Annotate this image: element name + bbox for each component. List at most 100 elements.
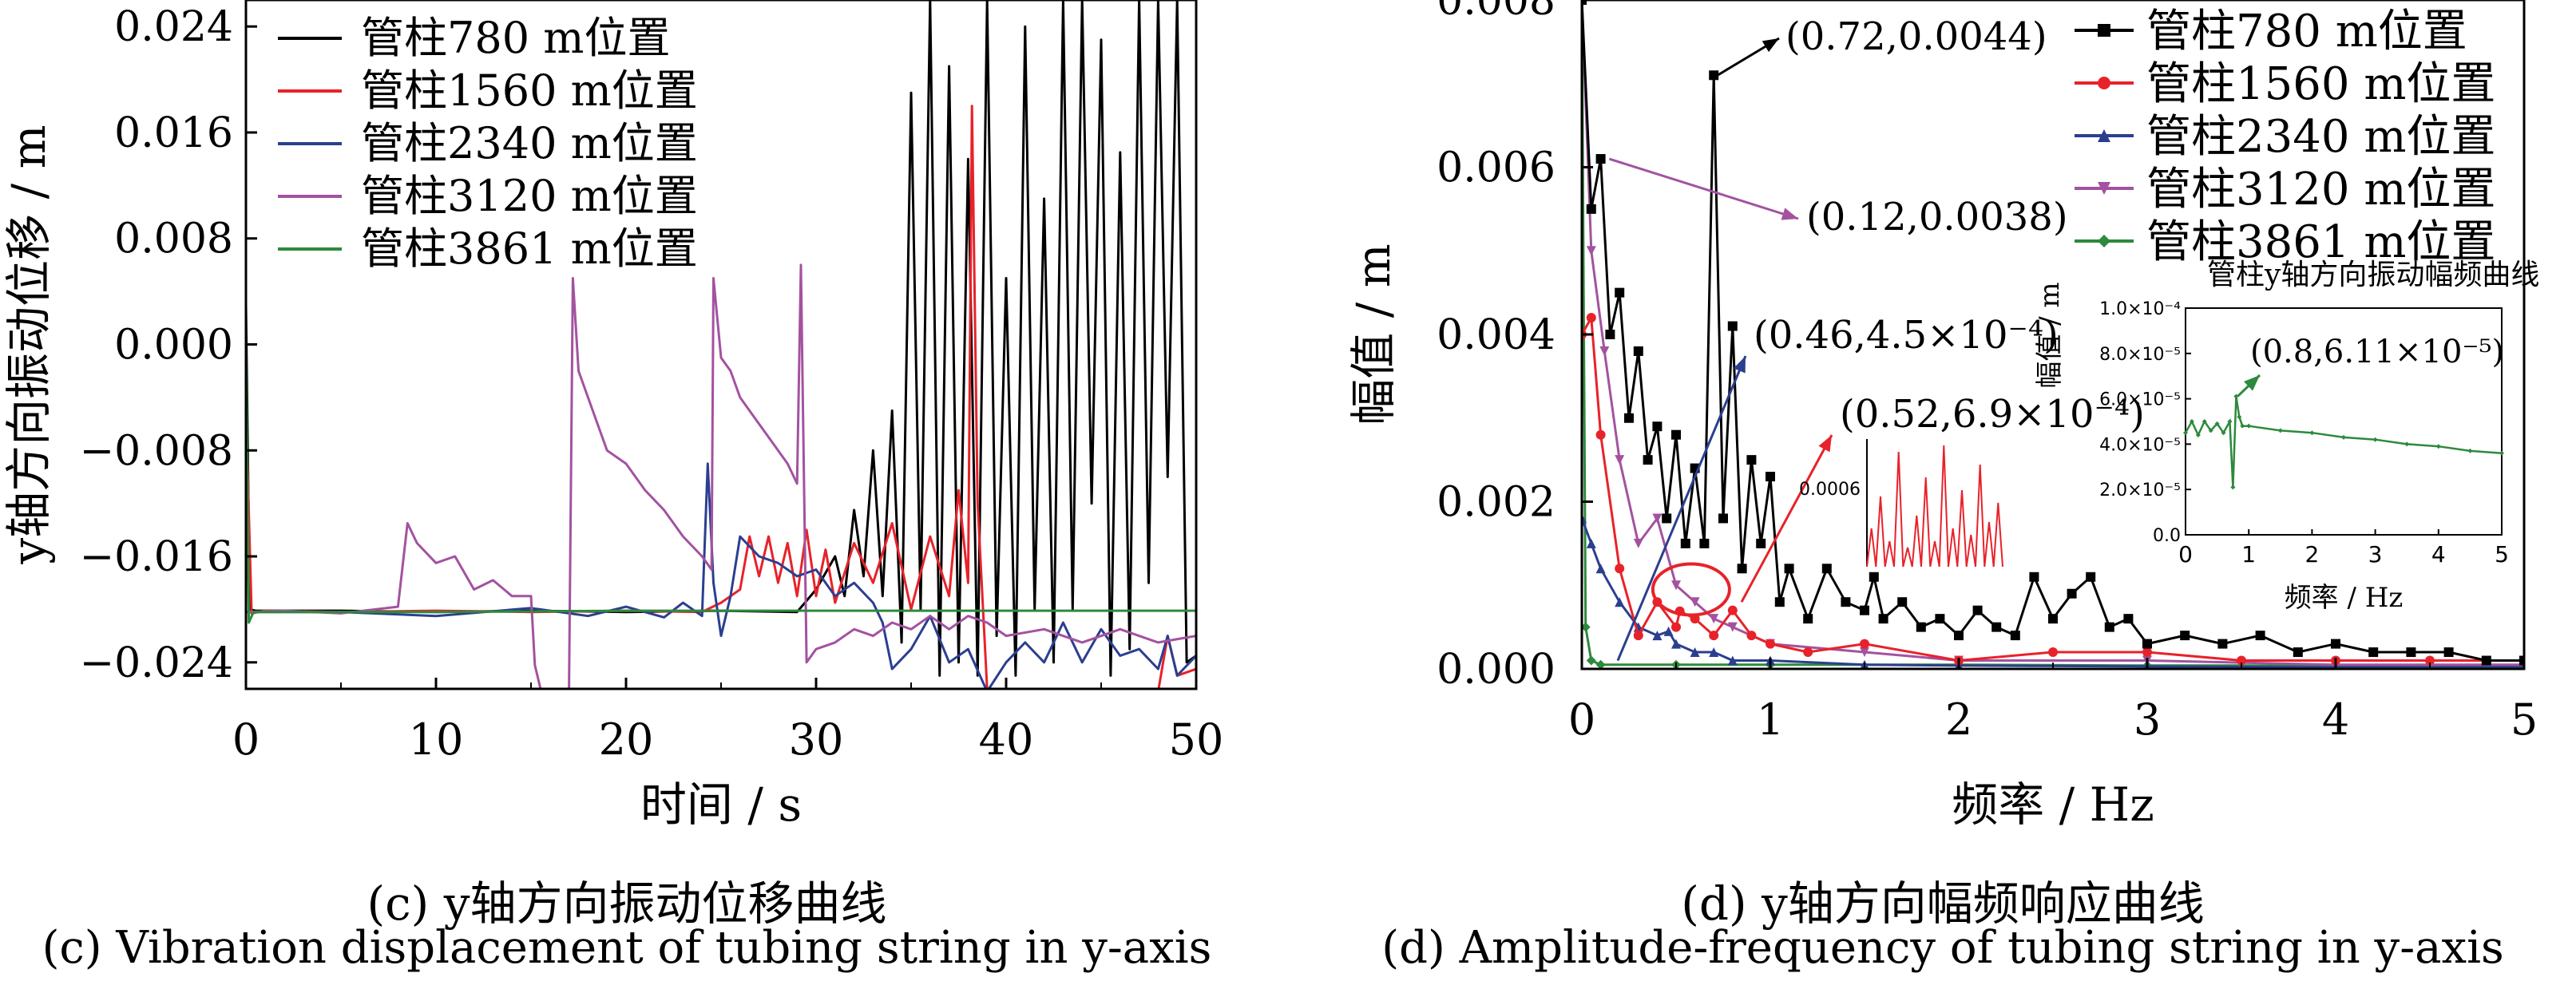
y-tick-label-d: 0.008 bbox=[1437, 0, 1556, 25]
inset-series-point bbox=[2372, 437, 2378, 442]
series-point-3 bbox=[1860, 647, 1869, 658]
inset-series-point bbox=[2341, 434, 2346, 440]
series-point-0 bbox=[2406, 647, 2416, 658]
series-point-0 bbox=[2443, 647, 2454, 658]
inset-chart: 0 1 2 3 4 5 0.0 2.0×10⁻⁵ 4.0×10⁻⁵ 6.0×10⁻⁵ 8.0×10⁻… bbox=[2034, 259, 2539, 614]
series-point-2 bbox=[1690, 647, 1700, 658]
series-point-0 bbox=[2029, 572, 2039, 582]
x-axis-label-d: 频率 / Hz bbox=[1952, 777, 2154, 832]
series-point-0 bbox=[1727, 321, 1738, 331]
series-point-0 bbox=[1774, 597, 1785, 607]
zoom-inset-tick-label: 0.0006 bbox=[1799, 480, 1861, 500]
series-point-1 bbox=[2425, 655, 2435, 666]
x-tick-label-c: 10 bbox=[409, 714, 464, 765]
series-point-1 bbox=[1615, 564, 1625, 574]
legend-label-c: 管柱2340 m位置 bbox=[361, 118, 698, 168]
legend-label-c: 管柱3861 m位置 bbox=[361, 223, 698, 274]
series-point-3 bbox=[1709, 614, 1719, 624]
series-point-3 bbox=[1690, 597, 1700, 607]
y-tick-label-d: 0.006 bbox=[1437, 144, 1556, 192]
annotation-arrow-3-head bbox=[1818, 435, 1832, 453]
y-tick-label-c: 0.016 bbox=[114, 109, 233, 157]
legend-label-d: 管柱3120 m位置 bbox=[2146, 164, 2495, 216]
legend-label-d: 管柱1560 m位置 bbox=[2146, 58, 2495, 110]
y-tick-label-d: 0.004 bbox=[1437, 311, 1556, 359]
caption-right-en: (d) Amplitude-frequency of tubing string… bbox=[1381, 922, 2504, 974]
series-point-1 bbox=[1586, 313, 1596, 323]
series-point-0 bbox=[1643, 455, 1653, 465]
series-point-0 bbox=[1624, 413, 1634, 423]
series-point-0 bbox=[1718, 513, 1728, 524]
inset-y-tick-label: 8.0×10⁻⁵ bbox=[2099, 345, 2181, 365]
inset-series-point bbox=[2189, 419, 2194, 424]
x-tick-label-c: 20 bbox=[599, 714, 654, 765]
caption-right-cn: (d) y轴方向幅频响应曲线 bbox=[1681, 876, 2205, 931]
inset-series-point bbox=[2499, 450, 2504, 456]
series-point-1 bbox=[1595, 429, 1606, 440]
series-point-0 bbox=[1972, 605, 1983, 615]
x-tick-label-d: 5 bbox=[2511, 694, 2538, 745]
inset-series-point bbox=[2214, 421, 2220, 426]
annotation-arrow-2 bbox=[1616, 355, 1747, 662]
inset-series-point bbox=[2221, 430, 2226, 436]
series-point-1 bbox=[2048, 647, 2058, 658]
zoom-inset-line bbox=[1866, 445, 2003, 568]
inset-annotation-arrow-head bbox=[2244, 375, 2260, 391]
series-point-0 bbox=[1709, 70, 1719, 81]
series-point-0 bbox=[1586, 204, 1596, 214]
series-point-0 bbox=[1615, 287, 1625, 298]
series-point-0 bbox=[1652, 421, 1663, 432]
y-tick-label-d: 0.000 bbox=[1437, 646, 1556, 694]
legend-marker-d bbox=[2098, 77, 2110, 89]
series-point-0 bbox=[1737, 564, 1747, 574]
series-line-4 bbox=[246, 344, 1196, 624]
series-line-0 bbox=[246, 0, 1196, 677]
caption-left: (c) y轴方向振动位移曲线 (c) Vibration displacemen… bbox=[0, 866, 1254, 978]
y-tick-label-d: 0.002 bbox=[1437, 479, 1556, 527]
annotation-label-1: (0.12,0.0038) bbox=[1806, 195, 2068, 239]
series-point-3 bbox=[1633, 538, 1643, 548]
series-point-0 bbox=[1897, 597, 1908, 607]
chart-c: 0 10 20 30 40 50 0.024 0.016 0.008 0.000 −0.008 −0.… bbox=[2, 0, 1223, 832]
series-point-0 bbox=[2180, 631, 2190, 641]
series-point-0 bbox=[2293, 647, 2303, 658]
y-tick-label-c: 0.000 bbox=[114, 322, 233, 370]
series-point-4 bbox=[1586, 655, 1596, 666]
x-tick-label-d: 1 bbox=[1757, 694, 1784, 745]
annotation-arrow-2-head bbox=[1733, 356, 1746, 374]
x-tick-label-d: 4 bbox=[2322, 694, 2349, 745]
inset-series-point bbox=[2309, 430, 2315, 436]
plot-area-d bbox=[1582, 0, 2524, 669]
series-point-0 bbox=[1680, 538, 1690, 548]
legend-marker-d bbox=[2098, 235, 2110, 247]
legend-marker-d bbox=[2098, 24, 2110, 37]
annotation-label-2: (0.46,4.5×10⁻⁴) bbox=[1754, 313, 2059, 358]
y-axis-label-c: y轴方向振动位移 / m bbox=[2, 125, 56, 564]
series-point-0 bbox=[2010, 631, 2020, 641]
inset-x-tick-label: 1 bbox=[2241, 541, 2256, 568]
x-tick-label-d: 2 bbox=[1945, 694, 1972, 745]
inset-x-axis-label: 频率 / Hz bbox=[2285, 582, 2404, 614]
inset-y-tick-label: 4.0×10⁻⁵ bbox=[2099, 435, 2181, 455]
series-point-0 bbox=[1935, 614, 1945, 624]
series-point-0 bbox=[1662, 513, 1672, 524]
series-point-0 bbox=[1671, 429, 1681, 440]
series-point-0 bbox=[1699, 538, 1710, 548]
inset-series-point bbox=[2240, 423, 2245, 429]
inset-series-point bbox=[2467, 448, 2473, 453]
series-line-3 bbox=[1582, 0, 2524, 667]
inset-frame bbox=[2185, 307, 2503, 536]
inset-x-tick-label: 2 bbox=[2305, 541, 2319, 568]
series-point-0 bbox=[2048, 614, 2058, 624]
series-point-3 bbox=[1586, 246, 1596, 256]
legend-label-c: 管柱3120 m位置 bbox=[361, 171, 698, 221]
series-point-1 bbox=[1633, 631, 1643, 641]
inset-x-tick-label: 4 bbox=[2431, 541, 2446, 568]
series-point-0 bbox=[1954, 631, 1964, 641]
inset-series-point bbox=[2201, 419, 2207, 424]
series-point-0 bbox=[1821, 564, 1832, 574]
series-point-4 bbox=[1595, 659, 1606, 669]
series-line-3 bbox=[246, 263, 1196, 689]
